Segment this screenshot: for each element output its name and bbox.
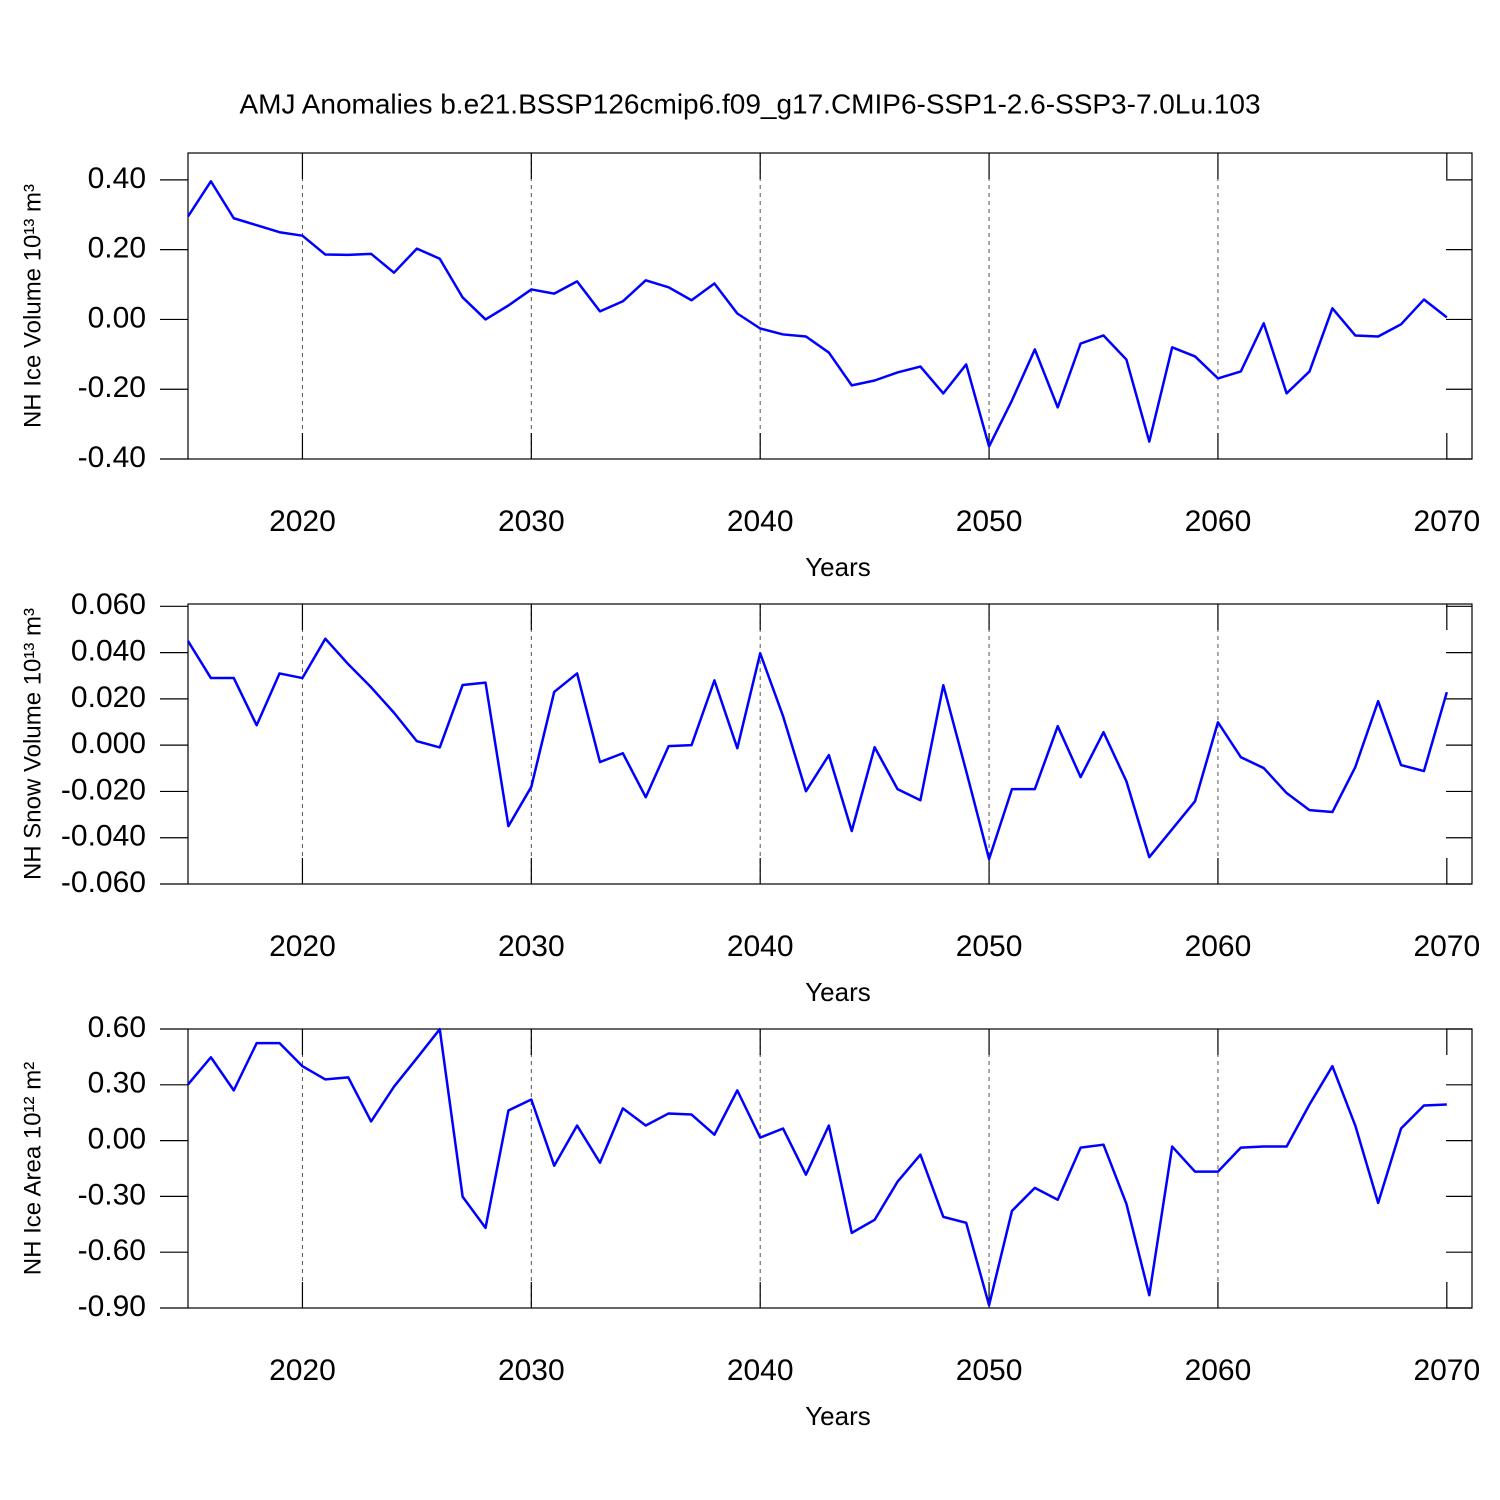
y-tick-label: -0.40 — [78, 441, 146, 474]
x-tick-label: 2060 — [1185, 1354, 1252, 1387]
x-tick-label: 2040 — [727, 930, 794, 963]
x-axis-label: Years — [805, 552, 871, 582]
y-tick-label: 0.000 — [71, 727, 146, 760]
x-tick-label: 2040 — [727, 1354, 794, 1387]
data-line — [186, 180, 1448, 448]
x-tick-label: 2050 — [956, 505, 1023, 538]
y-tick-label: 0.060 — [71, 588, 146, 621]
x-tick-label: 2020 — [269, 505, 336, 538]
y-tick-label: -0.060 — [61, 866, 146, 899]
chart-title: AMJ Anomalies b.e21.BSSP126cmip6.f09_g17… — [239, 88, 1260, 119]
x-tick-label: 2020 — [269, 930, 336, 963]
y-tick-label: -0.60 — [78, 1234, 146, 1267]
x-tick-label: 2030 — [498, 930, 565, 963]
y-tick-label: -0.020 — [61, 773, 146, 806]
y-tick-label: 0.00 — [88, 301, 146, 334]
x-tick-label: 2040 — [727, 505, 794, 538]
x-tick-label: 2020 — [269, 1354, 336, 1387]
x-tick-label: 2070 — [1413, 1354, 1480, 1387]
y-tick-label: 0.40 — [88, 162, 146, 195]
x-tick-label: 2050 — [956, 1354, 1023, 1387]
y-tick-label: -0.20 — [78, 371, 146, 404]
x-axis-label: Years — [805, 977, 871, 1007]
y-axis-label: NH Snow Volume 10¹³ m³ — [19, 608, 46, 880]
data-line — [187, 1027, 1447, 1307]
y-tick-label: 0.60 — [88, 1011, 146, 1044]
x-tick-label: 2070 — [1413, 930, 1480, 963]
y-tick-label: 0.040 — [71, 635, 146, 668]
x-tick-label: 2050 — [956, 930, 1023, 963]
data-line — [186, 637, 1449, 861]
plot-frame — [187, 603, 1473, 885]
plot-frame — [187, 152, 1473, 460]
x-tick-label: 2060 — [1185, 930, 1252, 963]
y-tick-label: -0.040 — [61, 820, 146, 853]
y-tick-label: 0.00 — [88, 1123, 146, 1156]
y-tick-label: 0.20 — [88, 232, 146, 265]
y-tick-label: -0.90 — [78, 1290, 146, 1323]
y-axis-label: NH Ice Volume 10¹³ m³ — [19, 184, 46, 428]
x-tick-label: 2030 — [498, 1354, 565, 1387]
x-tick-label: 2060 — [1185, 505, 1252, 538]
y-tick-label: -0.30 — [78, 1178, 146, 1211]
plot-frame — [187, 1028, 1473, 1309]
y-tick-label: 0.30 — [88, 1067, 146, 1100]
y-tick-label: 0.020 — [71, 681, 146, 714]
y-axis-label: NH Ice Area 10¹² m² — [19, 1062, 46, 1275]
x-tick-label: 2070 — [1413, 505, 1480, 538]
x-tick-label: 2030 — [498, 505, 565, 538]
x-axis-label: Years — [805, 1401, 871, 1431]
